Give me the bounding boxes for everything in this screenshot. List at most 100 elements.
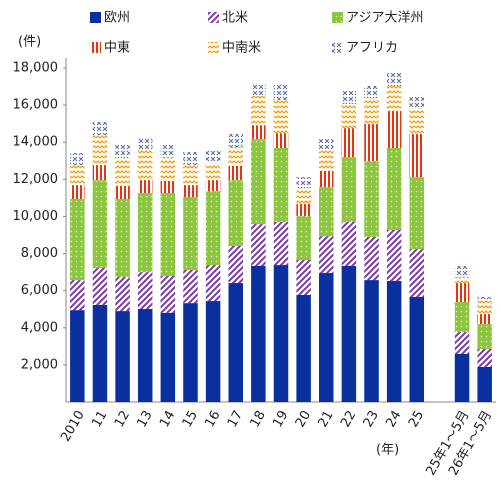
bar-segment [205, 191, 221, 266]
bar-segment [228, 134, 243, 148]
bar-segment [137, 272, 153, 310]
bar-segment [228, 147, 243, 166]
bar-segment [92, 165, 108, 181]
bar-segment [160, 181, 176, 194]
bar-segment [364, 160, 379, 238]
bar-segment [115, 277, 130, 312]
y-tick-label: 2,000 [21, 357, 58, 372]
bar-segment [70, 199, 85, 281]
legend-swatch [208, 12, 219, 23]
bar-segment [183, 185, 198, 197]
bar-segment [364, 124, 379, 161]
bar-segment [228, 245, 243, 284]
bar-segment [319, 236, 334, 274]
x-unit: (年) [376, 443, 399, 458]
bar-segment [454, 301, 470, 333]
bar-segment [115, 311, 130, 402]
bar-segment [70, 280, 85, 311]
x-tick-label: 11 [89, 408, 110, 430]
legend-swatch [90, 12, 101, 23]
x-tick-label: 14 [157, 408, 178, 430]
bar-segment [477, 296, 492, 302]
bar-segment [273, 133, 289, 148]
bar-segment [92, 268, 108, 305]
bar-segment [273, 100, 289, 134]
bar-segment [273, 265, 289, 402]
bar-segment [183, 196, 198, 271]
bar-segment [409, 95, 425, 109]
bar-segment [364, 98, 379, 125]
bar-segment [477, 366, 492, 402]
bar-segment [409, 134, 425, 178]
bar-segment [409, 249, 425, 297]
bar-segment [251, 125, 266, 140]
bar-segment [137, 180, 153, 194]
legend-swatch [332, 42, 343, 53]
bar-segment [205, 265, 221, 302]
bar-segment [341, 103, 357, 129]
legend-swatch [208, 42, 219, 53]
bar-segment [409, 108, 425, 135]
bar-segment [205, 180, 221, 192]
bar-segment [251, 83, 266, 97]
bar-segment [454, 277, 470, 284]
x-tick-label: 13 [134, 408, 155, 430]
bar-segment [273, 222, 289, 266]
y-tick-label: 8,000 [21, 246, 58, 261]
bar-segment [319, 139, 334, 151]
x-tick-label: 22 [338, 408, 359, 430]
bar-segment [183, 152, 198, 166]
bar-segment [115, 145, 130, 158]
bar-segment [477, 324, 492, 349]
bar-segment [115, 199, 130, 278]
bar-segment [341, 157, 357, 223]
y-tick-label: 12,000 [13, 172, 59, 187]
bar-segment [341, 222, 357, 266]
x-tick-label: 17 [225, 408, 246, 430]
bar-segment [386, 229, 402, 282]
bar-segment [477, 314, 492, 325]
bar-segment [477, 301, 492, 315]
x-tick-label: 12 [112, 408, 133, 430]
bar-segment [205, 163, 221, 181]
y-tick-label: 6,000 [21, 283, 58, 298]
legend-label: 中南米 [222, 40, 261, 56]
bar-segment [273, 147, 289, 223]
bar-segment [228, 165, 243, 181]
bar-segment [160, 193, 176, 277]
bar-segment [205, 150, 221, 164]
x-tick-label: 16 [202, 408, 223, 430]
bar-segment [115, 186, 130, 200]
bar-segment [341, 91, 357, 104]
bar-segment [477, 348, 492, 367]
bar-segment [137, 193, 153, 273]
bar-segment [160, 276, 176, 313]
y-tick-label: 14,000 [13, 135, 59, 150]
bar-segment [454, 353, 470, 402]
bar-segment [386, 111, 402, 148]
legend-label: 中東 [104, 40, 130, 56]
bar-segment [454, 283, 470, 302]
bar-segment [70, 152, 85, 166]
bar-segment [386, 73, 402, 86]
bar-segment [409, 296, 425, 402]
bar-segment [319, 187, 334, 237]
bar-segment [296, 188, 311, 205]
bar-segment [70, 310, 85, 402]
bar-segment [454, 332, 470, 354]
bar-segment [183, 270, 198, 304]
bar-segment [319, 273, 334, 402]
bar-segment [228, 180, 243, 246]
bar-segment [92, 180, 108, 269]
bar-segment [160, 157, 176, 182]
bar-segment [364, 237, 379, 281]
bar-segment [92, 134, 108, 166]
bar-segment [296, 216, 311, 261]
y-unit: (件) [18, 35, 41, 50]
y-tick-label: 4,000 [21, 320, 58, 335]
bar-segment [409, 177, 425, 250]
bar-segment [251, 96, 266, 126]
bar-segment [319, 150, 334, 171]
legend-swatch [90, 42, 101, 53]
